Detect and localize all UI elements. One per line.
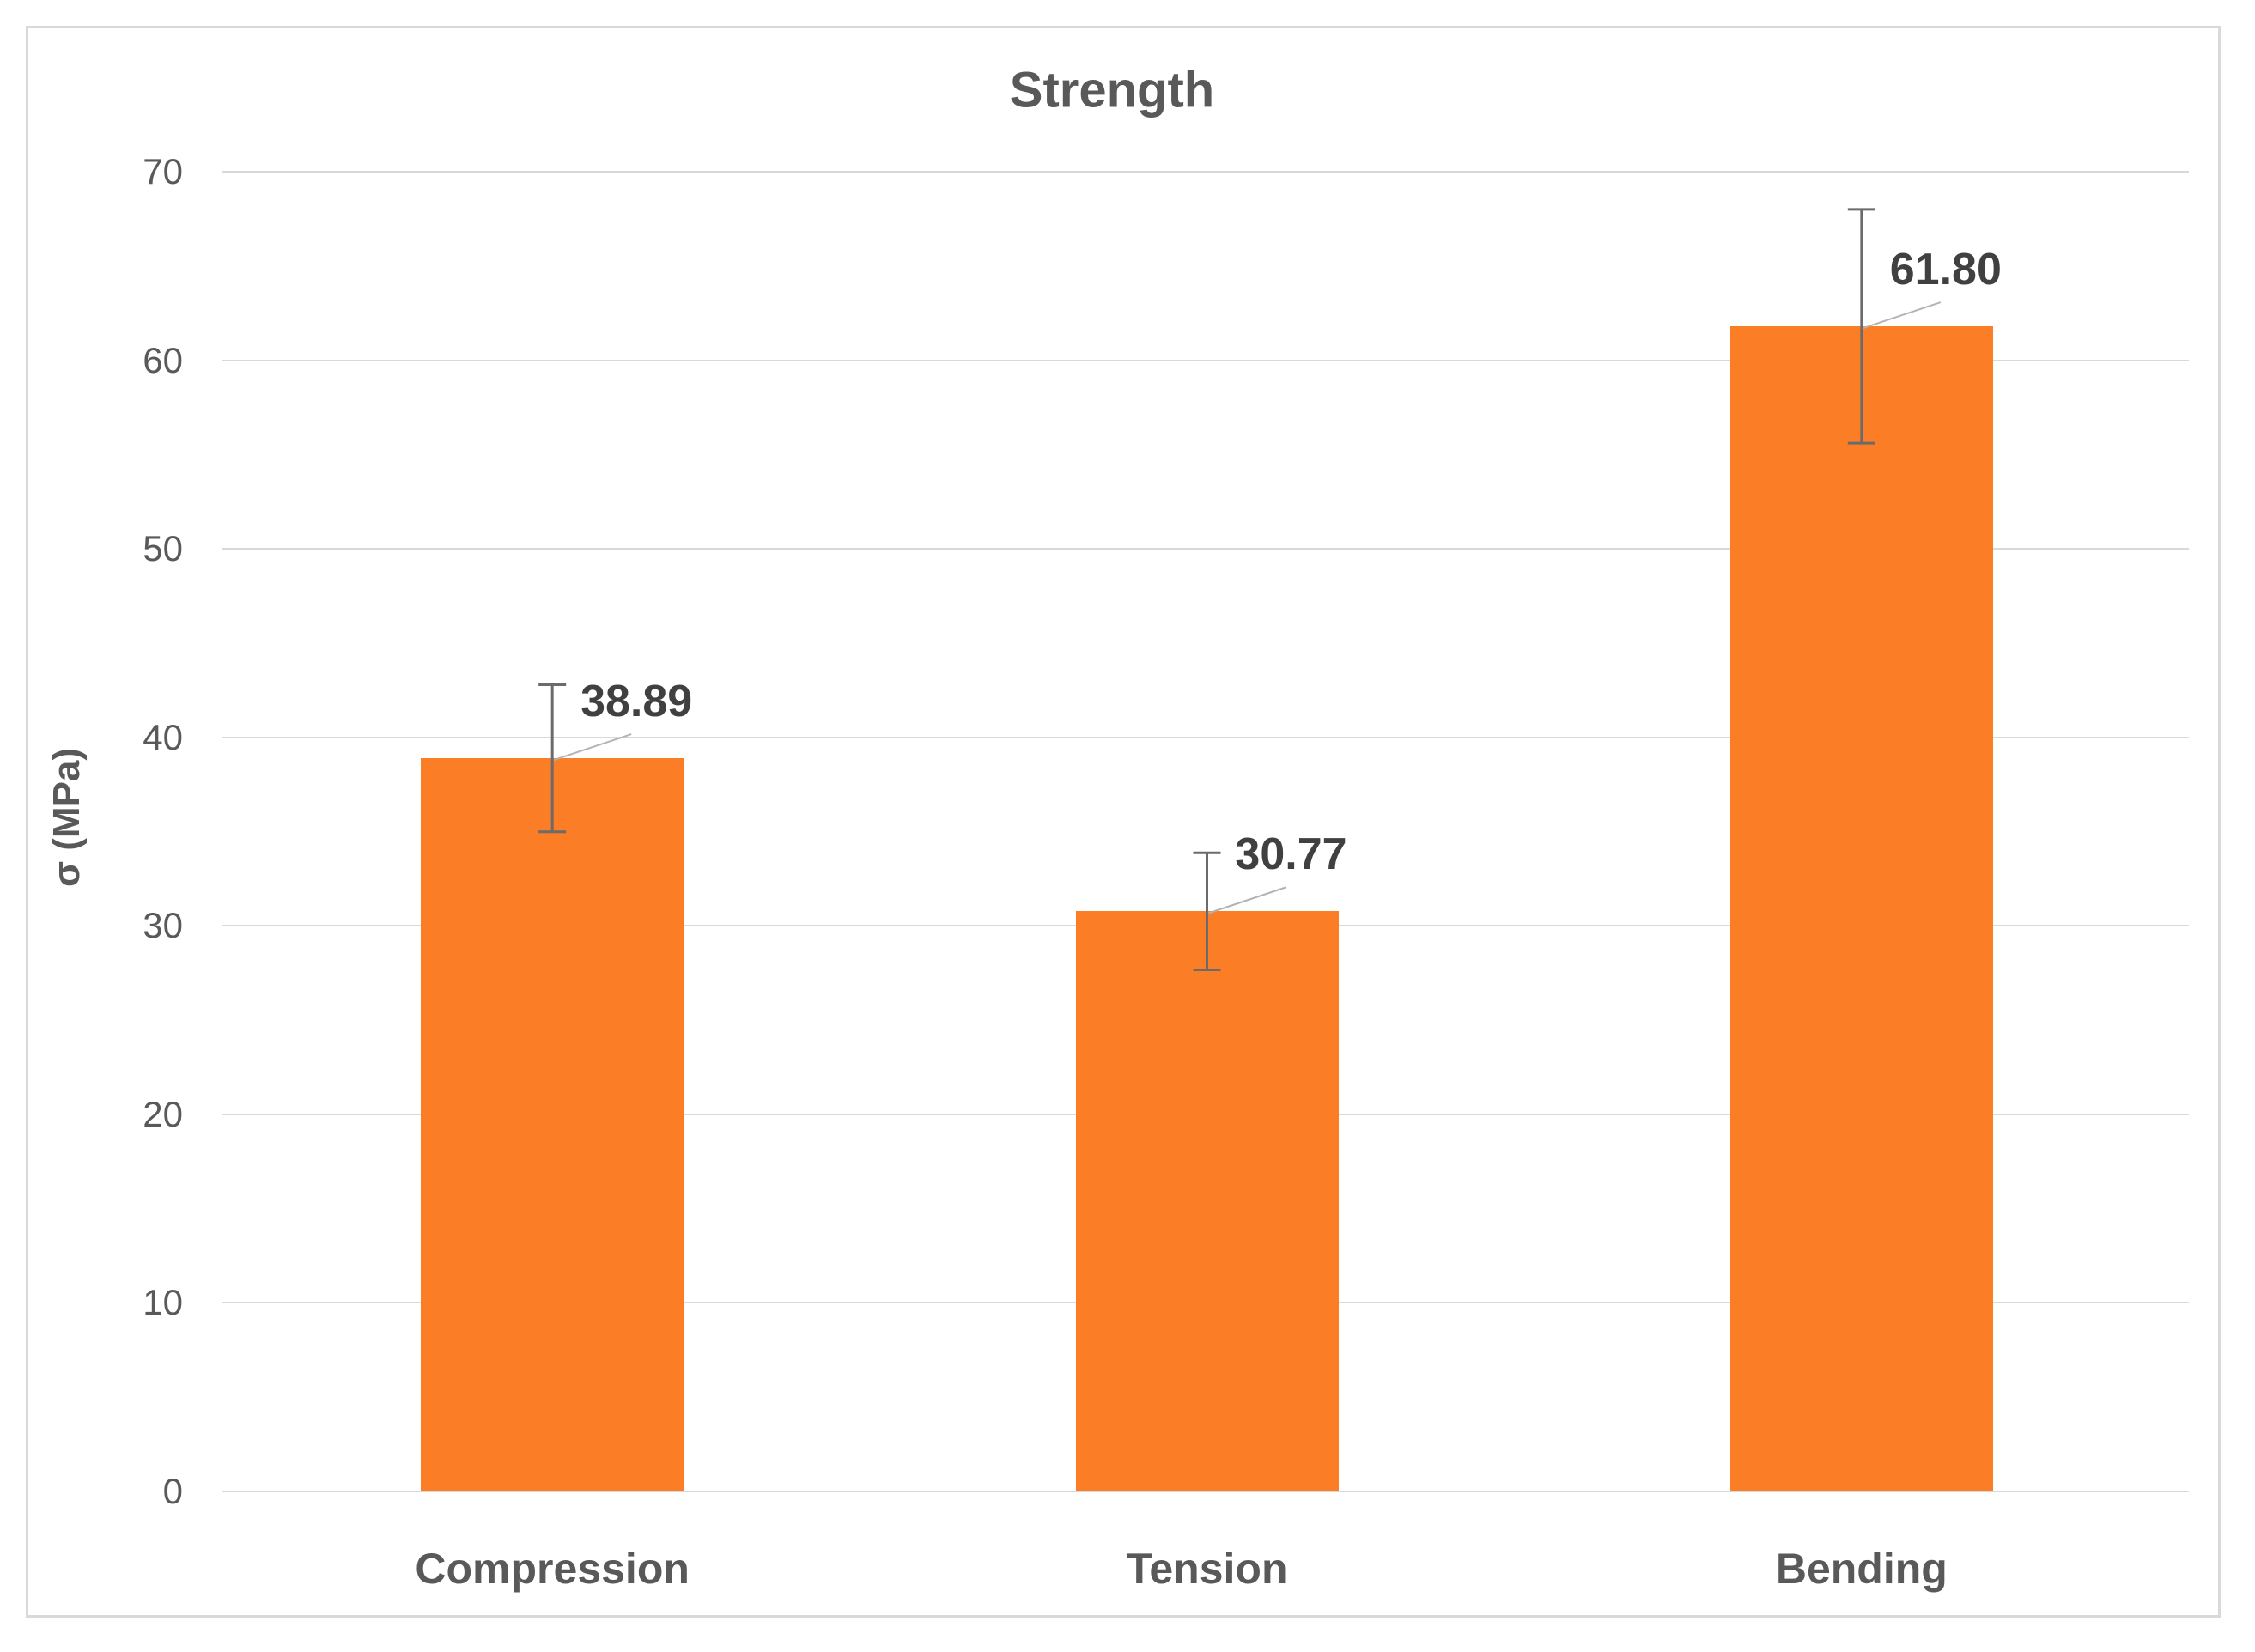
gridline-y-40 — [222, 736, 2189, 738]
category-label-tension: Tension — [1126, 1545, 1288, 1593]
chart-title: Strength — [1009, 62, 1215, 118]
leader-line-compression — [553, 733, 632, 762]
gridline-y-50 — [222, 548, 2189, 550]
y-axis-tick-label: 30 — [143, 905, 183, 946]
bar-tension — [1075, 911, 1339, 1491]
gridline-y-60 — [222, 359, 2189, 361]
data-label-bending: 61.80 — [1889, 245, 2002, 295]
bar-compression — [421, 758, 684, 1491]
y-axis-tick-label: 50 — [143, 528, 183, 569]
y-axis-tick-label: 10 — [143, 1282, 183, 1323]
category-label-compression: Compression — [415, 1545, 690, 1593]
y-axis-tick-label: 40 — [143, 716, 183, 757]
y-axis-tick-label: 20 — [143, 1093, 183, 1134]
data-label-compression: 38.89 — [580, 677, 693, 727]
category-label-bending: Bending — [1775, 1545, 1948, 1593]
bar-bending — [1729, 326, 1993, 1491]
leader-line-bending — [1863, 301, 1942, 329]
y-axis-tick-label: 0 — [162, 1471, 183, 1511]
y-axis-tick-label: 60 — [143, 339, 183, 380]
gridline-y-0 — [222, 1491, 2189, 1492]
data-label-tension: 30.77 — [1235, 829, 1347, 880]
gridline-y-70 — [222, 171, 2189, 173]
leader-line-tension — [1208, 886, 1286, 914]
y-axis-tick-label: 70 — [143, 151, 183, 191]
